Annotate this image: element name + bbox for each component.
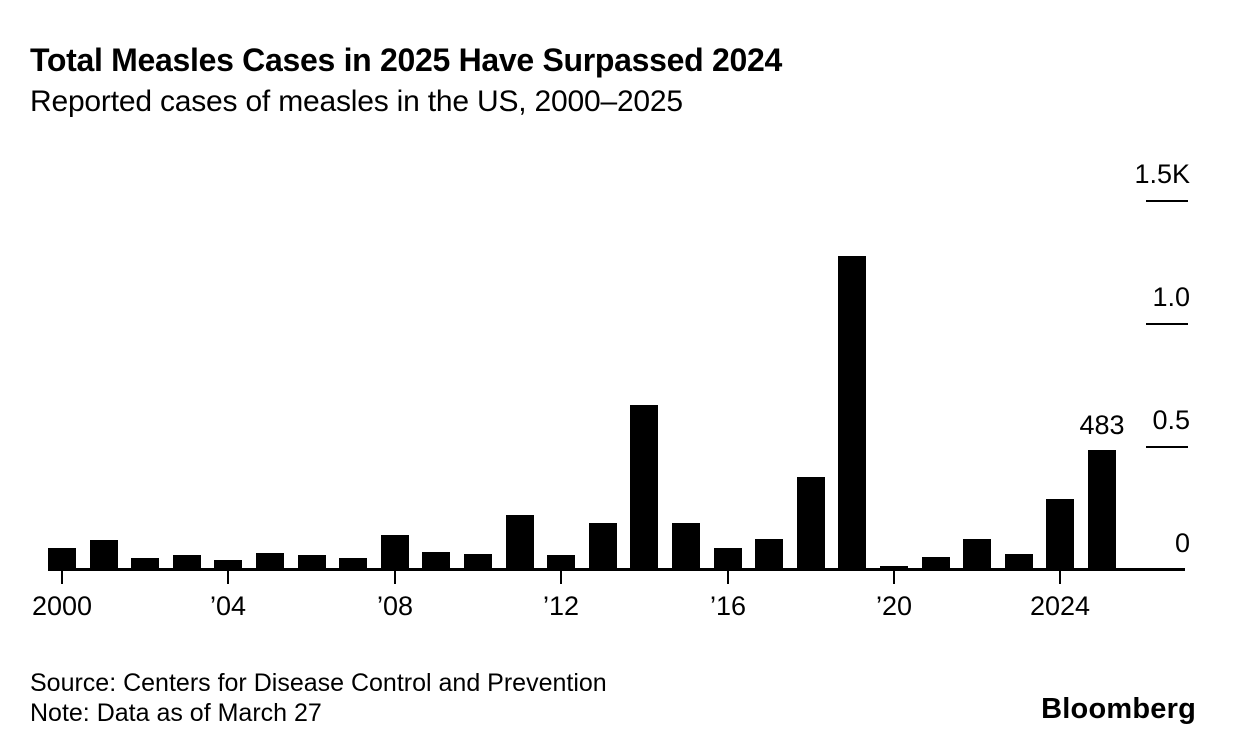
x-label-2024: 2024: [1029, 591, 1091, 621]
x-label-2012: ’12: [542, 591, 580, 621]
bar-2001: [90, 540, 118, 569]
bar-2006: [298, 555, 326, 569]
bar-2009: [422, 552, 450, 569]
bar-2025: [1088, 450, 1116, 569]
x-tick-2000: [61, 571, 63, 584]
bar-2008: [381, 535, 409, 569]
bar-2015: [672, 523, 700, 569]
bar-2012: [547, 555, 575, 569]
x-label-2020: ’20: [875, 591, 913, 621]
y-label-1000: 1.0: [1152, 282, 1190, 312]
y-label-1500: 1.5K: [1134, 159, 1190, 189]
y-tick-1500: [1146, 200, 1188, 202]
y-tick-500: [1146, 446, 1188, 448]
bar-2004: [214, 560, 242, 569]
bar-2013: [589, 523, 617, 569]
bar-2010: [464, 554, 492, 569]
bar-2005: [256, 553, 284, 569]
bar-2002: [131, 558, 159, 569]
x-label-2000: 2000: [31, 591, 93, 621]
x-tick-2024: [1059, 571, 1061, 584]
y-tick-1000: [1146, 323, 1188, 325]
x-axis-line: [48, 568, 1185, 571]
bar-2023: [1005, 554, 1033, 569]
x-tick-2008: [394, 571, 396, 584]
data-label-2025: 483: [1079, 410, 1125, 440]
source-text: Source: Centers for Disease Control and …: [30, 669, 607, 697]
bloomberg-logo: Bloomberg: [1041, 693, 1196, 725]
bar-2024: [1046, 499, 1074, 569]
x-label-2004: ’04: [209, 591, 247, 621]
y-label-0: 0: [1174, 528, 1190, 558]
bar-2016: [714, 548, 742, 569]
x-tick-2016: [727, 571, 729, 584]
bar-2014: [630, 405, 658, 569]
note-text: Note: Data as of March 27: [30, 699, 322, 727]
bar-2021: [922, 557, 950, 569]
bar-2018: [797, 477, 825, 569]
x-label-2008: ’08: [376, 591, 414, 621]
x-tick-2004: [227, 571, 229, 584]
bar-2019: [838, 256, 866, 569]
bar-2017: [755, 539, 783, 569]
bar-2022: [963, 539, 991, 569]
bar-2003: [173, 555, 201, 569]
x-label-2016: ’16: [709, 591, 747, 621]
chart-title: Total Measles Cases in 2025 Have Surpass…: [30, 42, 782, 78]
bar-2000: [48, 548, 76, 569]
x-tick-2020: [893, 571, 895, 584]
bar-2007: [339, 558, 367, 569]
x-tick-2012: [560, 571, 562, 584]
bar-2011: [506, 515, 534, 569]
chart-subtitle: Reported cases of measles in the US, 200…: [30, 85, 683, 118]
bar-2020: [880, 566, 908, 569]
y-label-500: 0.5: [1152, 405, 1190, 435]
